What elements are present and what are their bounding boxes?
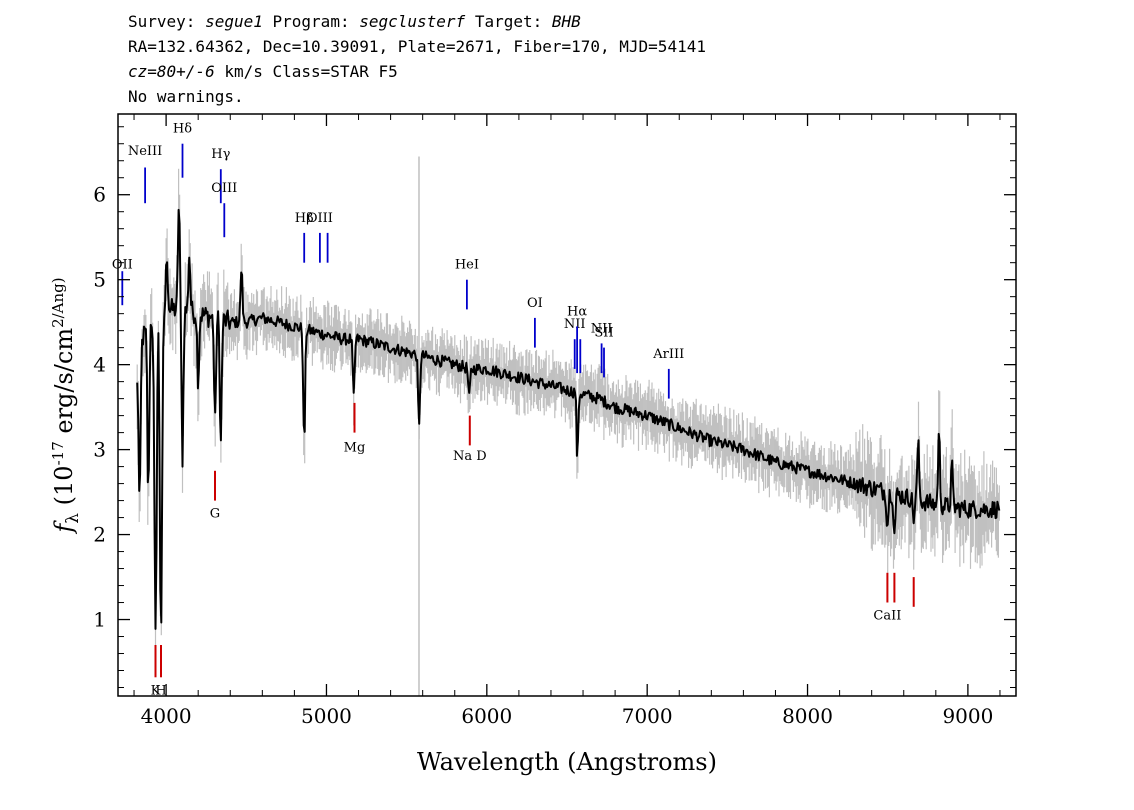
- x-tick-label: 8000: [782, 704, 833, 728]
- line-label: OI: [527, 296, 543, 311]
- line-label: Hγ: [211, 147, 230, 162]
- header-line-4: No warnings.: [128, 87, 244, 106]
- program-label: Program:: [272, 12, 350, 31]
- y-axis-title: fλ (10-17 erg/s/cm2/Ang): [49, 277, 83, 534]
- line-label: CaII: [873, 609, 901, 624]
- line-label: K: [151, 683, 161, 698]
- line-label: OIII: [211, 181, 237, 196]
- cz-value: cz=80+/-6: [128, 62, 215, 81]
- line-label: OIII: [307, 211, 333, 226]
- y-tick-label: 5: [93, 268, 106, 292]
- plot-frame: [117, 113, 1017, 697]
- error-band: [136, 156, 1000, 696]
- line-label: Hδ: [173, 122, 192, 137]
- y-tick-label: 2: [93, 523, 106, 547]
- flux-line: [136, 208, 1001, 630]
- line-label: G: [210, 507, 220, 522]
- line-label: NII: [591, 321, 613, 336]
- header-line-2: RA=132.64362, Dec=10.39091, Plate=2671, …: [128, 37, 706, 56]
- y-tick-label: 3: [93, 438, 106, 462]
- line-label: HeI: [455, 258, 479, 273]
- line-label: NeIII: [128, 144, 162, 159]
- x-tick-label: 4000: [141, 704, 192, 728]
- x-axis-title: Wavelength (Angstroms): [417, 748, 717, 776]
- y-tick-label: 1: [93, 608, 106, 632]
- line-label: Hα: [567, 304, 587, 319]
- line-label: ArIII: [652, 347, 684, 362]
- line-label: NII: [564, 317, 586, 332]
- line-label: Na D: [453, 449, 487, 464]
- axes: 4000 5000 6000 7000 8000 9000 1 2 3 4 5 6 Wavelength…: [49, 113, 1017, 776]
- flux-series: [136, 208, 1001, 630]
- line-markers: NeIIIHδHγOIIIHβOIIIHeIOINIIHαNIISIIArIII…: [112, 122, 915, 698]
- class-text: km/s Class=STAR F5: [214, 62, 398, 81]
- x-tick-label: 9000: [942, 704, 993, 728]
- line-label: OII: [112, 258, 133, 273]
- survey-value: segue1: [205, 12, 263, 31]
- program-value: segclusterf: [359, 12, 466, 31]
- line-label: H: [155, 683, 166, 698]
- target-value: BHB: [551, 12, 581, 31]
- y-tick-label: 6: [93, 183, 106, 207]
- y-tick-label: 4: [93, 353, 106, 377]
- x-tick-label: 7000: [622, 704, 673, 728]
- survey-label: Survey:: [128, 12, 196, 31]
- header-line-3: cz=80+/-6 km/s Class=STAR F5: [128, 62, 398, 82]
- x-tick-label: 5000: [301, 704, 352, 728]
- x-tick-label: 6000: [461, 704, 512, 728]
- header-line-1: Survey: segue1 Program: segclusterf Targ…: [128, 12, 581, 32]
- line-label: Mg: [344, 440, 366, 455]
- target-label: Target:: [474, 12, 543, 31]
- line-label: SII: [594, 326, 613, 341]
- line-label: Hβ: [295, 211, 314, 226]
